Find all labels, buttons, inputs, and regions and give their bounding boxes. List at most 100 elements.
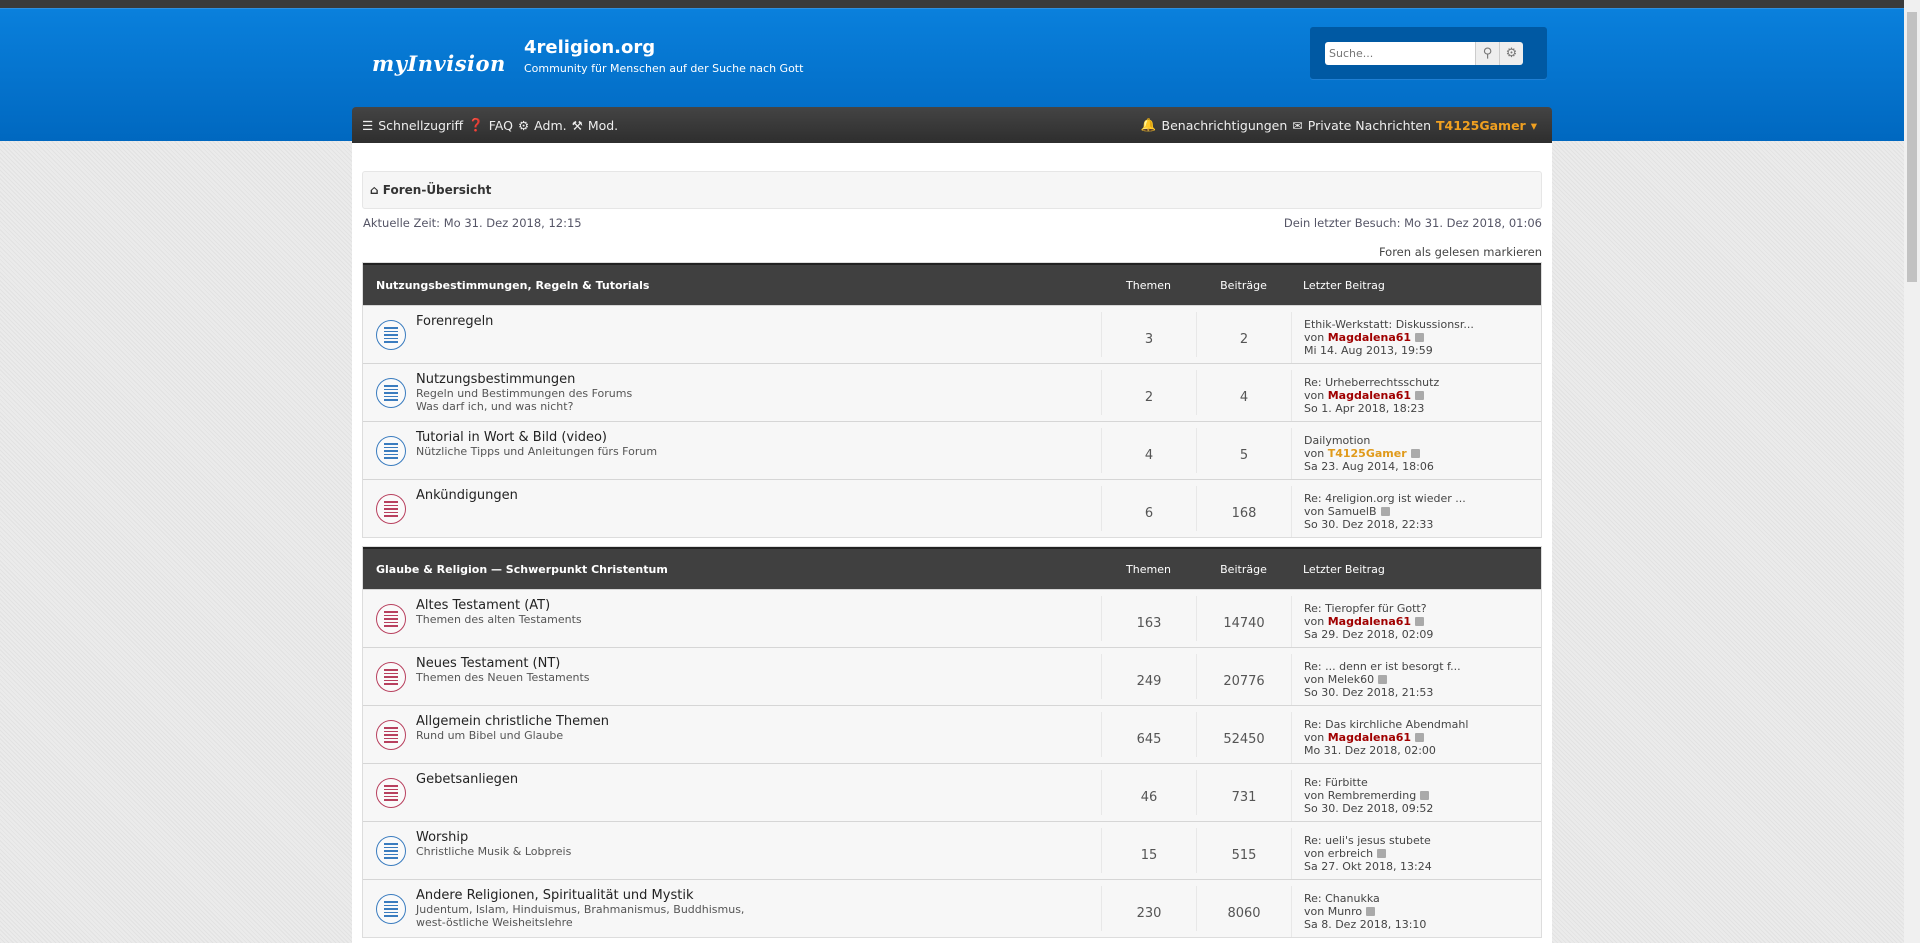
last-post-author[interactable]: SamuelB <box>1327 505 1377 518</box>
last-post-title[interactable]: Re: ... denn er ist besorgt f... <box>1304 660 1461 673</box>
category-title[interactable]: Nutzungsbestimmungen, Regeln & Tutorials <box>376 278 650 292</box>
forum-title-link[interactable]: Gebetsanliegen <box>416 772 519 787</box>
site-title[interactable]: 4religion.org <box>524 37 656 58</box>
gears-icon: ⚙ <box>517 117 530 133</box>
goto-post-icon[interactable] <box>1366 907 1376 916</box>
forum-title-link[interactable]: Tutorial in Wort & Bild (video) <box>416 430 607 445</box>
scrollbar-thumb[interactable] <box>1907 12 1917 282</box>
breadcrumb: ⌂ Foren-Übersicht <box>362 171 1542 209</box>
search-input[interactable] <box>1325 42 1475 65</box>
forum-row: Ankündigungen 6 168 Re: 4religion.org is… <box>363 479 1541 537</box>
caret-down-icon[interactable]: ▾ <box>1530 117 1537 133</box>
last-post-title[interactable]: Re: Urheberrechtsschutz <box>1304 376 1440 389</box>
notifications-link[interactable]: Benachrichtigungen <box>1161 117 1288 133</box>
last-post-title[interactable]: Re: Das kirchliche Abendmahl <box>1304 718 1469 731</box>
goto-post-icon[interactable] <box>1415 617 1425 626</box>
forum-row: Worship Christliche Musik & Lobpreis 15 … <box>363 821 1541 879</box>
forum-description: Was darf ich, und was nicht? <box>416 400 574 413</box>
by-label: von <box>1304 905 1325 918</box>
forum-row: Forenregeln 3 2 Ethik-Werkstatt: Diskuss… <box>363 305 1541 363</box>
forum-title-link[interactable]: Neues Testament (NT) <box>416 656 561 671</box>
forum-title-link[interactable]: Altes Testament (AT) <box>416 598 551 613</box>
last-post-date: Sa 27. Okt 2018, 13:24 <box>1304 860 1432 873</box>
topic-count: 163 <box>1101 596 1196 641</box>
last-post-author[interactable]: erbreich <box>1327 847 1374 860</box>
search-icon[interactable]: ⚲ <box>1475 42 1499 65</box>
goto-post-icon[interactable] <box>1410 449 1420 458</box>
forum-status-icon <box>376 778 406 808</box>
topic-count: 645 <box>1101 712 1196 757</box>
last-post-date: Sa 8. Dez 2018, 13:10 <box>1304 918 1427 931</box>
user-menu[interactable]: T4125Gamer <box>1436 117 1526 133</box>
inbox-icon: ✉ <box>1292 117 1303 133</box>
topic-count: 46 <box>1101 770 1196 815</box>
goto-post-icon[interactable] <box>1377 849 1387 858</box>
last-post-title[interactable]: Dailymotion <box>1304 434 1371 447</box>
last-post-author[interactable]: Melek60 <box>1327 673 1375 686</box>
forum-status-icon <box>376 436 406 466</box>
top-bar <box>0 0 1904 8</box>
forum-title-link[interactable]: Allgemein christliche Themen <box>416 714 610 729</box>
forum-category: Glaube & Religion — Schwerpunkt Christen… <box>362 546 1542 938</box>
goto-post-icon[interactable] <box>1415 391 1425 400</box>
forum-status-icon <box>376 604 406 634</box>
forum-title-link[interactable]: Andere Religionen, Spiritualität und Mys… <box>416 888 694 903</box>
last-post-author[interactable]: T4125Gamer <box>1327 447 1407 460</box>
last-post-author[interactable]: Rembremerding <box>1327 789 1417 802</box>
admin-link[interactable]: Adm. <box>534 117 567 133</box>
last-post-author[interactable]: Magdalena61 <box>1327 331 1412 344</box>
last-post-author[interactable]: Magdalena61 <box>1327 731 1412 744</box>
category-title[interactable]: Glaube & Religion — Schwerpunkt Christen… <box>376 562 668 576</box>
col-posts: Beiträge <box>1220 278 1267 292</box>
forum-status-icon <box>376 494 406 524</box>
goto-post-icon[interactable] <box>1380 507 1390 516</box>
scrollbar[interactable] <box>1904 0 1920 943</box>
mod-link[interactable]: Mod. <box>587 117 619 133</box>
site-logo[interactable]: myInvision <box>372 51 506 76</box>
by-label: von <box>1304 389 1325 402</box>
last-post-title[interactable]: Re: 4religion.org ist wieder ... <box>1304 492 1466 505</box>
last-post-title[interactable]: Re: Chanukka <box>1304 892 1380 905</box>
last-post-title[interactable]: Re: ueli's jesus stubete <box>1304 834 1431 847</box>
gavel-icon: ⚒ <box>571 117 583 133</box>
forum-title-link[interactable]: Forenregeln <box>416 314 494 329</box>
last-post-date: So 30. Dez 2018, 22:33 <box>1304 518 1434 531</box>
last-post-date: Sa 23. Aug 2014, 18:06 <box>1304 460 1434 473</box>
mark-forums-read-link[interactable]: Foren als gelesen markieren <box>1378 245 1542 259</box>
gear-icon[interactable]: ⚙ <box>1499 42 1523 65</box>
forum-title-link[interactable]: Nutzungsbestimmungen <box>416 372 576 387</box>
quick-access-link[interactable]: Schnellzugriff <box>378 117 464 133</box>
forum-row: Altes Testament (AT) Themen des alten Te… <box>363 589 1541 647</box>
goto-post-icon[interactable] <box>1415 333 1425 342</box>
last-post-author[interactable]: Magdalena61 <box>1327 389 1412 402</box>
forum-description: Themen des Neuen Testaments <box>416 671 590 684</box>
breadcrumb-home-link[interactable]: Foren-Übersicht <box>382 183 492 197</box>
forum-row: Neues Testament (NT) Themen des Neuen Te… <box>363 647 1541 705</box>
forum-title-link[interactable]: Ankündigungen <box>416 488 518 503</box>
site-description: Community für Menschen auf der Suche nac… <box>524 62 804 75</box>
last-post-title[interactable]: Ethik-Werkstatt: Diskussionsr... <box>1304 318 1474 331</box>
col-topics: Themen <box>1126 562 1171 576</box>
forum-row: Gebetsanliegen 46 731 Re: Fürbitte von R… <box>363 763 1541 821</box>
menu-icon: ☰ <box>362 117 374 133</box>
post-count: 4 <box>1196 370 1291 415</box>
goto-post-icon[interactable] <box>1420 791 1430 800</box>
last-post-date: So 30. Dez 2018, 21:53 <box>1304 686 1434 699</box>
last-post-title[interactable]: Re: Fürbitte <box>1304 776 1368 789</box>
col-topics: Themen <box>1126 278 1171 292</box>
last-post-author[interactable]: Munro <box>1327 905 1363 918</box>
goto-post-icon[interactable] <box>1415 733 1425 742</box>
goto-post-icon[interactable] <box>1378 675 1388 684</box>
forum-title-link[interactable]: Worship <box>416 830 469 845</box>
topic-count: 249 <box>1101 654 1196 699</box>
by-label: von <box>1304 847 1325 860</box>
private-messages-link[interactable]: Private Nachrichten <box>1307 117 1432 133</box>
post-count: 168 <box>1196 486 1291 531</box>
forum-description: Christliche Musik & Lobpreis <box>416 845 572 858</box>
topic-count: 2 <box>1101 370 1196 415</box>
forum-status-icon <box>376 836 406 866</box>
last-post-author[interactable]: Magdalena61 <box>1327 615 1412 628</box>
last-post-date: Sa 29. Dez 2018, 02:09 <box>1304 628 1434 641</box>
last-post-title[interactable]: Re: Tieropfer für Gott? <box>1304 602 1427 615</box>
faq-link[interactable]: FAQ <box>488 117 513 133</box>
